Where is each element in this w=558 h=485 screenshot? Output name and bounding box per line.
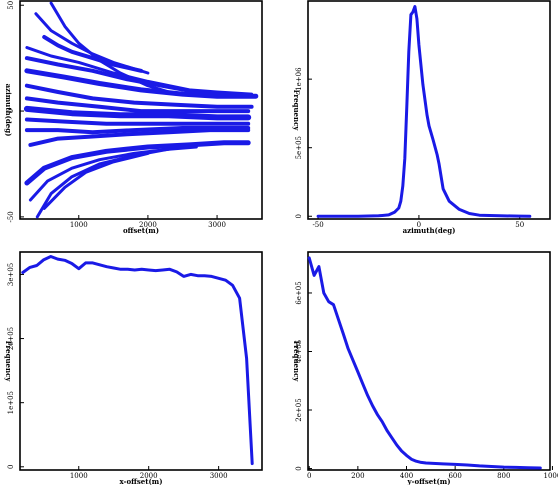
scatter-ytick-label-1: 0 <box>7 109 15 113</box>
x-offset-hist-panel: 1000 2000 3000 0 1e+05 2e+05 3e+05 x-offset(m) F… <box>4 251 263 485</box>
scatter-band-13 <box>28 147 171 202</box>
scatter-band-2 <box>42 35 143 73</box>
y-offset-hist-xlabel: y-offset(m) <box>406 477 450 485</box>
azimuth-hist-panel: -50 0 50 0 5e+05 1e+06 azimuth(deg) Frequency <box>292 0 551 235</box>
x-offset-hist-ytick-label-0: 0 <box>7 465 15 469</box>
x-offset-hist-frame <box>19 251 263 471</box>
scatter-band-14 <box>35 145 198 219</box>
x-offset-hist-line <box>21 255 254 466</box>
x-offset-hist-xtick-label-1: 2000 <box>140 472 158 480</box>
azimuth-hist-xtick-label-1: 0 <box>417 221 421 229</box>
scatter-band-12 <box>24 140 251 186</box>
azimuth-hist-xtick-label-0: -50 <box>312 221 323 229</box>
scatter-xtick-label-0: 1000 <box>70 221 88 229</box>
azimuth-hist-ylabel: Frequency <box>292 90 301 132</box>
scatter-xlabel: offset(m) <box>123 226 159 235</box>
scatter-frame <box>19 0 263 220</box>
azimuth-hist-frame <box>307 0 551 220</box>
scatter-xtick-label-1: 2000 <box>139 221 157 229</box>
y-offset-hist-xtick-label-0: 0 <box>307 472 311 480</box>
scatter-panel: 1000 2000 3000 50 0 -50 offset(m) azimuth(deg) <box>4 0 263 235</box>
y-offset-hist-xtick-label-5: 1000 <box>544 472 558 480</box>
y-offset-hist-ytick-label-0: 0 <box>295 466 303 470</box>
azimuth-hist-ytick-label-1: 5e+05 <box>295 136 303 159</box>
y-offset-hist-ytick-label-1: 2e+05 <box>295 398 303 421</box>
y-offset-hist-panel: 0 200 400 600 800 1000 0 2e+05 4e+05 6e+05 y-offse… <box>292 251 558 485</box>
scatter-band-6 <box>24 83 254 109</box>
scatter-band-9 <box>24 117 251 126</box>
scatter-ytick-label-0: 50 <box>7 1 15 10</box>
azimuth-hist-ytick-label-2: 1e+06 <box>295 67 303 91</box>
scatter-ytick-label-2: -50 <box>7 211 15 222</box>
y-offset-hist-xtick-label-4: 800 <box>497 472 510 480</box>
x-offset-hist-xtick-label-2: 3000 <box>210 472 228 480</box>
scatter-band-8 <box>23 105 252 121</box>
scatter-band-15 <box>42 151 150 210</box>
x-offset-hist-xlabel: x-offset(m) <box>119 477 162 485</box>
scatter-xtick-label-2: 3000 <box>208 221 226 229</box>
scatter-band-10 <box>24 126 251 135</box>
scatter-band-11 <box>28 128 251 147</box>
x-offset-hist-ylabel: Frequency <box>4 341 13 383</box>
y-offset-hist-xtick-label-3: 600 <box>448 472 461 480</box>
azimuth-hist-xtick-label-2: 50 <box>515 221 524 229</box>
azimuth-hist-xlabel: azimuth(deg) <box>403 226 456 235</box>
azimuth-hist-line <box>316 5 532 218</box>
scatter-band-5 <box>24 68 259 99</box>
y-offset-hist-xtick-label-1: 200 <box>351 472 364 480</box>
y-offset-hist-ytick-label-2: 4e+05 <box>295 340 303 363</box>
y-offset-hist-ylabel: Frequency <box>292 341 301 383</box>
x-offset-hist-ytick-label-1: 1e+05 <box>7 391 15 414</box>
y-offset-hist-line <box>307 256 542 470</box>
y-offset-hist-xtick-label-2: 400 <box>400 472 413 480</box>
azimuth-hist-ytick-label-0: 0 <box>295 214 303 218</box>
y-offset-hist-frame <box>307 251 551 471</box>
x-offset-hist-xtick-label-0: 1000 <box>70 472 88 480</box>
y-offset-hist-ytick-label-3: 6e+05 <box>295 281 303 304</box>
x-offset-hist-ytick-label-3: 3e+05 <box>7 263 15 286</box>
scatter-band-7 <box>24 96 251 114</box>
x-offset-hist-ytick-label-2: 2e+05 <box>7 327 15 350</box>
scatter-ylabel: azimuth(deg) <box>4 84 13 137</box>
